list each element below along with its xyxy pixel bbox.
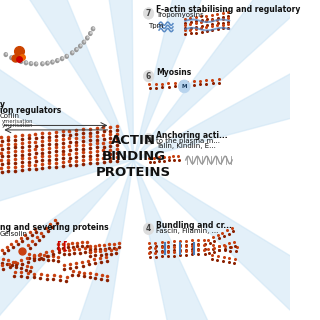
Text: ymerisation: ymerisation	[2, 124, 33, 128]
Polygon shape	[133, 0, 313, 160]
Circle shape	[19, 59, 23, 64]
Circle shape	[52, 60, 54, 63]
Circle shape	[29, 61, 33, 66]
Text: 4: 4	[146, 224, 151, 233]
Circle shape	[80, 44, 82, 47]
Text: [: [	[57, 241, 61, 251]
Circle shape	[55, 58, 60, 63]
Circle shape	[9, 55, 14, 60]
Text: y: y	[0, 100, 11, 109]
Circle shape	[82, 40, 86, 45]
Circle shape	[47, 61, 49, 64]
Text: Coflin: Coflin	[0, 113, 20, 119]
Polygon shape	[0, 0, 133, 160]
Text: Bundling and cr...: Bundling and cr...	[156, 221, 232, 230]
Text: Tpm: Tpm	[148, 23, 164, 29]
Circle shape	[74, 47, 79, 52]
Circle shape	[70, 50, 75, 55]
Circle shape	[87, 36, 89, 39]
Text: M: M	[181, 84, 187, 89]
Circle shape	[30, 62, 33, 64]
Circle shape	[64, 54, 69, 59]
Text: 5: 5	[146, 135, 151, 144]
Circle shape	[42, 62, 44, 64]
Circle shape	[143, 133, 154, 145]
Polygon shape	[0, 160, 133, 320]
Circle shape	[179, 80, 190, 93]
Polygon shape	[52, 160, 133, 320]
Circle shape	[14, 57, 19, 62]
Circle shape	[57, 59, 59, 61]
Polygon shape	[133, 0, 232, 160]
Circle shape	[5, 53, 8, 55]
Text: Anchoring acti...: Anchoring acti...	[156, 131, 228, 140]
Polygon shape	[0, 160, 133, 228]
Circle shape	[78, 44, 83, 49]
Polygon shape	[133, 160, 239, 320]
Text: Fascin, Filamin, ...: Fascin, Filamin, ...	[156, 228, 219, 234]
Circle shape	[66, 54, 68, 57]
Circle shape	[34, 61, 38, 67]
Circle shape	[20, 60, 23, 62]
Circle shape	[85, 36, 90, 41]
Circle shape	[25, 61, 28, 63]
Circle shape	[60, 56, 64, 61]
Text: ng and severing proteins: ng and severing proteins	[0, 223, 108, 232]
Circle shape	[88, 31, 92, 36]
Text: Myosins: Myosins	[156, 68, 191, 77]
Circle shape	[16, 58, 18, 60]
Circle shape	[11, 56, 13, 59]
Circle shape	[76, 48, 78, 50]
Circle shape	[40, 61, 45, 66]
Text: Gelsolin: Gelsolin	[0, 230, 28, 236]
Text: ion regulators: ion regulators	[0, 106, 61, 115]
Circle shape	[24, 60, 28, 65]
Polygon shape	[95, 0, 133, 160]
Circle shape	[90, 32, 92, 34]
Text: [: [	[62, 241, 67, 251]
Circle shape	[50, 60, 55, 65]
Circle shape	[4, 52, 8, 57]
Text: ymerisation: ymerisation	[2, 119, 33, 124]
Text: ACTIN
BINDING
PROTEINS: ACTIN BINDING PROTEINS	[96, 134, 171, 179]
Circle shape	[143, 223, 154, 235]
Circle shape	[72, 51, 74, 53]
Circle shape	[91, 26, 95, 31]
Text: F-actin stabilising and regulatory: F-actin stabilising and regulatory	[156, 5, 300, 14]
Polygon shape	[133, 160, 320, 320]
Circle shape	[45, 60, 50, 66]
Circle shape	[36, 62, 38, 65]
Polygon shape	[133, 46, 320, 160]
Circle shape	[143, 70, 154, 82]
Circle shape	[61, 57, 64, 59]
Text: to the plasma m...: to the plasma m...	[156, 138, 220, 144]
Text: Tropomyosins: Tropomyosins	[156, 12, 204, 18]
Circle shape	[143, 8, 154, 19]
Circle shape	[83, 40, 86, 43]
Polygon shape	[0, 26, 133, 160]
Text: 7: 7	[146, 9, 151, 18]
Circle shape	[92, 27, 95, 29]
Text: Talin, Kindlin, E...: Talin, Kindlin, E...	[156, 143, 216, 149]
Text: 6: 6	[146, 72, 151, 81]
